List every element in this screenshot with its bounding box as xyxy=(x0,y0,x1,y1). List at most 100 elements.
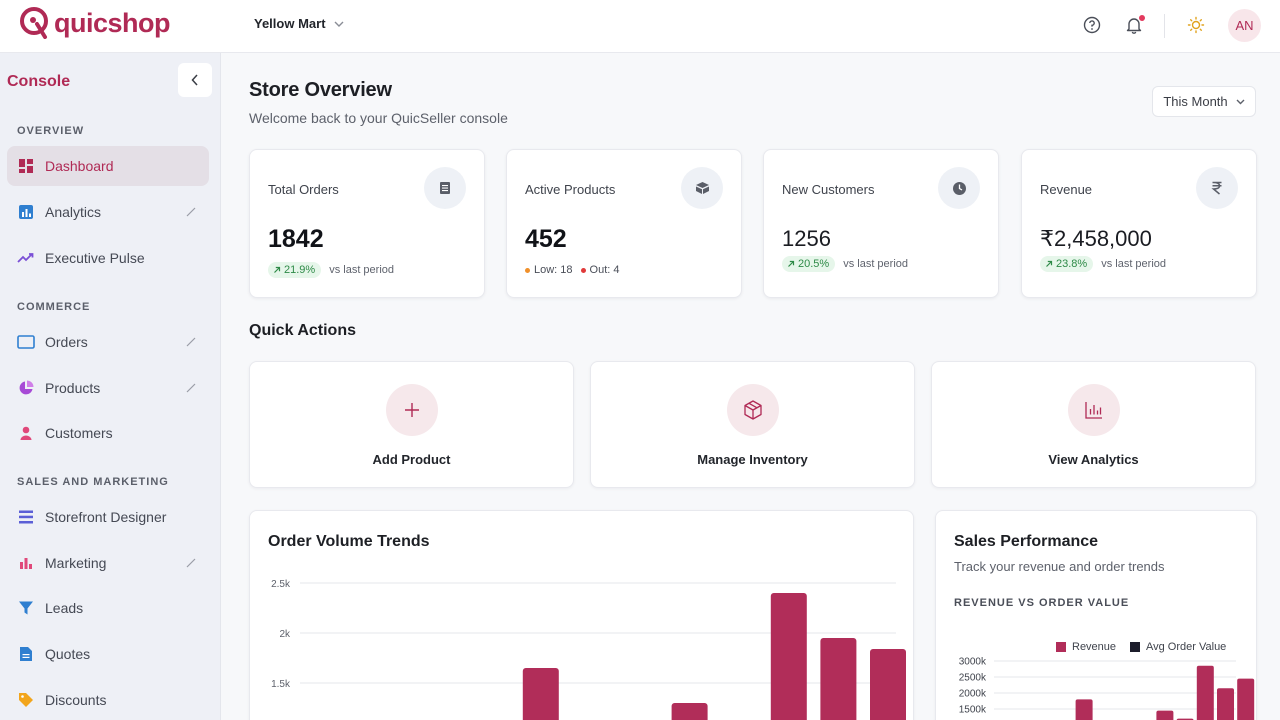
brand-logo[interactable]: quicshop xyxy=(20,7,171,39)
y-tick-label: 2000k xyxy=(959,689,987,700)
sun-icon xyxy=(1187,16,1205,34)
y-tick-label: 2500k xyxy=(959,673,987,684)
trend-badge: 20.5% xyxy=(782,256,836,272)
sidebar-item-marketing[interactable]: Marketing xyxy=(7,543,209,583)
order-volume-bar[interactable] xyxy=(522,668,559,720)
stat-card-total-orders: Total Orders 1842 21.9% vs last period xyxy=(249,149,485,298)
sidebar-item-leads[interactable]: Leads xyxy=(7,588,209,628)
low-stock-text: Low: 18 xyxy=(534,264,573,276)
notifications-button[interactable] xyxy=(1123,14,1145,36)
stat-card-new-customers: New Customers 1256 20.5% vs last period xyxy=(763,149,999,298)
order-volume-bar[interactable] xyxy=(820,638,857,720)
sidebar-item-label: Customers xyxy=(45,425,113,441)
funnel-icon xyxy=(17,599,35,617)
chevron-left-icon xyxy=(191,74,198,86)
analytics-icon xyxy=(17,203,35,221)
sidebar-item-label: Products xyxy=(45,380,101,396)
legend-label: Revenue xyxy=(1072,641,1117,653)
sidebar-item-label: Leads xyxy=(45,600,84,616)
bell-icon xyxy=(1126,18,1142,34)
store-selector[interactable]: Yellow Mart xyxy=(254,16,344,31)
revenue-bar[interactable] xyxy=(1217,688,1234,720)
page-title: Store Overview xyxy=(249,79,392,101)
help-button[interactable] xyxy=(1081,14,1103,36)
quick-action-add-product[interactable]: Add Product xyxy=(249,361,574,488)
legend-swatch xyxy=(1056,642,1066,652)
stat-label: Revenue xyxy=(1040,182,1093,197)
chart-title: Order Volume Trends xyxy=(268,533,430,550)
trend-badge: 21.9% xyxy=(268,262,322,278)
sidebar-item-executive-pulse[interactable]: Executive Pulse xyxy=(7,238,209,278)
stat-label: New Customers xyxy=(782,182,875,197)
notification-dot xyxy=(1139,15,1145,21)
trend-badge: 23.8% xyxy=(1040,256,1094,272)
chevron-down-icon xyxy=(1236,99,1245,104)
sidebar-item-orders[interactable]: Orders xyxy=(7,322,209,362)
out-stock-text: Out: 4 xyxy=(589,264,620,276)
stat-value: ₹2,458,000 xyxy=(1040,226,1152,251)
cube-icon xyxy=(726,384,779,436)
stat-value: 1842 xyxy=(268,225,324,253)
low-stock-dot xyxy=(525,267,530,273)
sidebar-item-label: Orders xyxy=(45,334,88,350)
section-sales-marketing: SALES AND MARKETING xyxy=(17,476,169,488)
rupee-icon xyxy=(1196,167,1238,209)
sidebar-collapse-button[interactable] xyxy=(178,63,212,97)
storefront-icon xyxy=(17,508,35,526)
trend-value: 21.9% xyxy=(284,264,316,276)
quick-action-view-analytics[interactable]: View Analytics xyxy=(931,361,1256,488)
legend-label: Avg Order Value xyxy=(1146,641,1227,653)
chart-caption: REVENUE VS ORDER VALUE xyxy=(954,597,1130,609)
theme-toggle[interactable] xyxy=(1185,14,1207,36)
sidebar-item-discounts[interactable]: Discounts xyxy=(7,680,209,720)
clock-icon xyxy=(938,167,980,209)
sidebar-item-label: Storefront Designer xyxy=(45,509,167,525)
sidebar-item-storefront-designer[interactable]: Storefront Designer xyxy=(7,497,209,537)
sidebar-item-customers[interactable]: Customers xyxy=(7,413,209,453)
sidebar-title: Console xyxy=(7,73,71,90)
sidebar-item-label: Discounts xyxy=(45,692,107,708)
revenue-bar[interactable] xyxy=(1156,710,1174,720)
user-avatar[interactable]: AN xyxy=(1228,9,1261,42)
pie-icon xyxy=(17,379,35,397)
section-commerce: COMMERCE xyxy=(17,301,91,313)
stat-label: Active Products xyxy=(525,182,616,197)
sidebar-item-quotes[interactable]: Quotes xyxy=(7,634,209,674)
arrow-up-right-icon xyxy=(274,266,281,273)
revenue-bar[interactable] xyxy=(1237,678,1255,720)
box-icon xyxy=(681,167,723,209)
sidebar-item-label: Executive Pulse xyxy=(45,250,145,266)
clipboard-icon xyxy=(424,167,466,209)
chart-title: Sales Performance xyxy=(954,533,1099,550)
legend-avg-order-value: Avg Order Value xyxy=(1130,641,1226,653)
order-volume-bar[interactable] xyxy=(870,649,906,720)
quicshop-logo-icon xyxy=(20,7,48,39)
person-icon xyxy=(17,424,35,442)
sidebar-item-products[interactable]: Products xyxy=(7,368,209,408)
trend-icon xyxy=(17,249,35,267)
y-tick-label: 1500k xyxy=(959,705,987,716)
quick-actions-title: Quick Actions xyxy=(249,322,356,339)
sidebar-item-analytics[interactable]: Analytics xyxy=(7,192,209,232)
y-tick-label: 1.5k xyxy=(271,679,291,690)
order-volume-bar[interactable] xyxy=(770,593,807,720)
sidebar: Console OVERVIEW Dashboard Analytics Exe… xyxy=(0,53,221,720)
orders-icon xyxy=(17,333,35,351)
store-name: Yellow Mart xyxy=(254,16,326,31)
order-volume-panel: Order Volume Trends 2.5k 2k 1.5k xyxy=(249,510,914,720)
period-select[interactable]: This Month xyxy=(1152,86,1256,117)
section-overview: OVERVIEW xyxy=(17,125,85,137)
document-icon xyxy=(17,645,35,663)
stat-label: Total Orders xyxy=(268,182,339,197)
revenue-bar[interactable] xyxy=(1075,699,1093,720)
sidebar-item-dashboard[interactable]: Dashboard xyxy=(7,146,209,186)
order-volume-bar[interactable] xyxy=(671,703,708,720)
top-bar: quicshop Yellow Mart AN xyxy=(0,0,1280,53)
header-divider xyxy=(1164,14,1165,38)
dashboard-icon xyxy=(17,157,35,175)
period-value: This Month xyxy=(1163,94,1228,109)
stat-card-revenue: Revenue ₹2,458,000 23.8% vs last period xyxy=(1021,149,1257,298)
quick-action-manage-inventory[interactable]: Manage Inventory xyxy=(590,361,915,488)
revenue-bar[interactable] xyxy=(1196,665,1214,720)
sales-performance-chart: 3000k2500k2000k1500k1000k xyxy=(959,657,1255,720)
